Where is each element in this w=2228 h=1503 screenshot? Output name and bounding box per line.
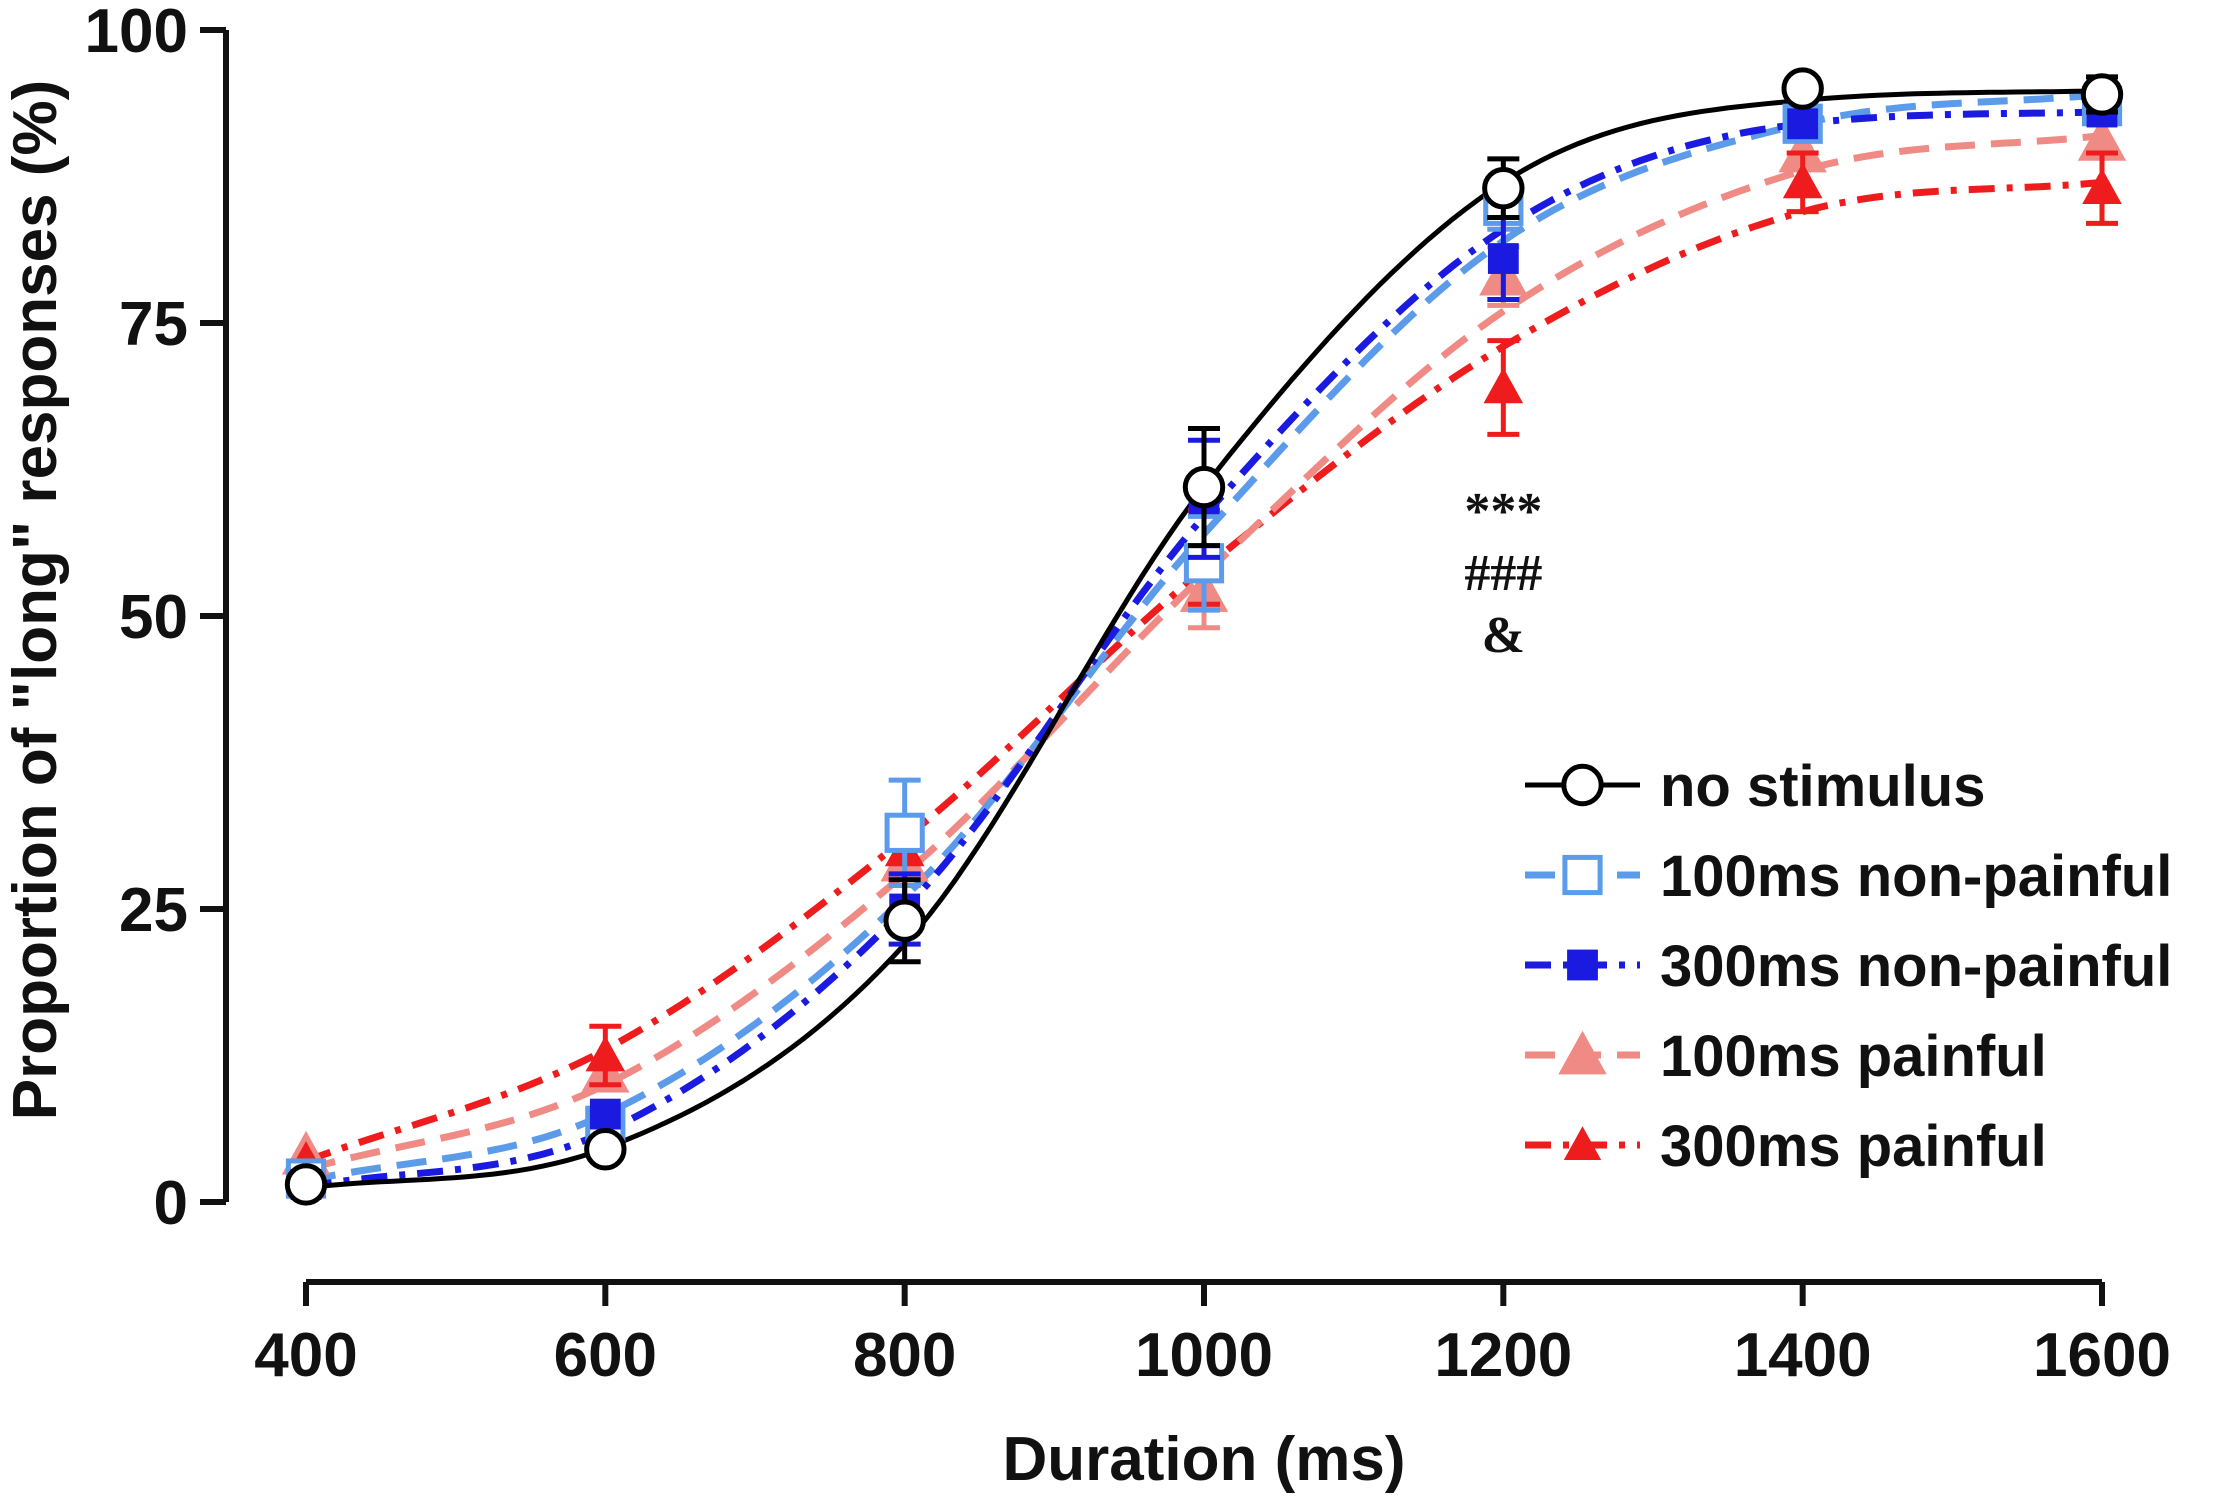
data-point — [1787, 108, 1819, 140]
data-point — [883, 899, 926, 942]
x-tick-label: 800 — [853, 1321, 956, 1390]
data-point — [884, 812, 925, 853]
annotation-ampersand: & — [1482, 607, 1525, 664]
x-axis-title: Duration (ms) — [1003, 1425, 1406, 1494]
fit-curve-300ms-painful — [304, 178, 2103, 1165]
data-point — [585, 1035, 626, 1072]
annotation-hashes: ### — [1464, 545, 1542, 602]
legend-marker — [1563, 1126, 1602, 1160]
axes — [223, 30, 2102, 1285]
data-point — [584, 1128, 627, 1171]
x-tick-label: 400 — [254, 1321, 357, 1390]
legend-label: 300ms non-painful — [1660, 934, 2172, 999]
data-point — [2082, 168, 2122, 205]
data-point — [1782, 162, 1823, 199]
data-markers — [281, 67, 2127, 1206]
x-tick-label: 1200 — [1434, 1321, 1572, 1390]
data-point — [284, 1163, 328, 1206]
y-tick-label: 75 — [119, 290, 188, 359]
legend-label: 300ms painful — [1660, 1114, 2047, 1179]
legend-label: 100ms non-painful — [1660, 844, 2172, 909]
y-tick-label: 50 — [119, 583, 188, 652]
data-point — [1182, 465, 1226, 509]
x-tick-label: 1400 — [1734, 1321, 1872, 1390]
data-point — [1781, 67, 1824, 110]
y-axis-ticks: 0 25 50 75 100 — [85, 0, 226, 1238]
x-tick-label: 1000 — [1135, 1321, 1273, 1390]
x-axis-ticks: 400 600 800 1000 1200 1400 1600 — [254, 1282, 2171, 1390]
data-point — [1482, 167, 1525, 210]
legend-marker — [1562, 854, 1603, 896]
fit-curve-100ms-painful — [305, 132, 2103, 1173]
y-tick-label: 100 — [85, 0, 188, 66]
data-point — [2077, 117, 2127, 161]
data-point — [2080, 73, 2124, 116]
x-tick-label: 1600 — [2033, 1321, 2171, 1390]
y-axis-title: Proportion of "long" responses (%) — [1, 80, 70, 1120]
x-tick-label: 600 — [554, 1321, 657, 1390]
legend-marker — [1558, 1030, 1607, 1075]
y-tick-label: 25 — [119, 876, 188, 945]
legend-label: 100ms painful — [1660, 1024, 2047, 1089]
significance-annotations: *** ### & — [1464, 483, 1542, 664]
y-tick-label: 0 — [154, 1169, 188, 1238]
legend: no stimulus 100ms non-painful 300ms non-pa… — [1525, 754, 2172, 1179]
legend-marker — [1567, 949, 1598, 981]
data-point — [1487, 243, 1519, 274]
data-point — [589, 1098, 621, 1130]
fit-curve-100ms-non-painful — [305, 91, 2103, 1185]
legend-label: no stimulus — [1660, 754, 1985, 819]
legend-marker — [1561, 763, 1604, 807]
data-point — [1483, 367, 1524, 404]
annotation-asterisks: *** — [1464, 483, 1542, 540]
